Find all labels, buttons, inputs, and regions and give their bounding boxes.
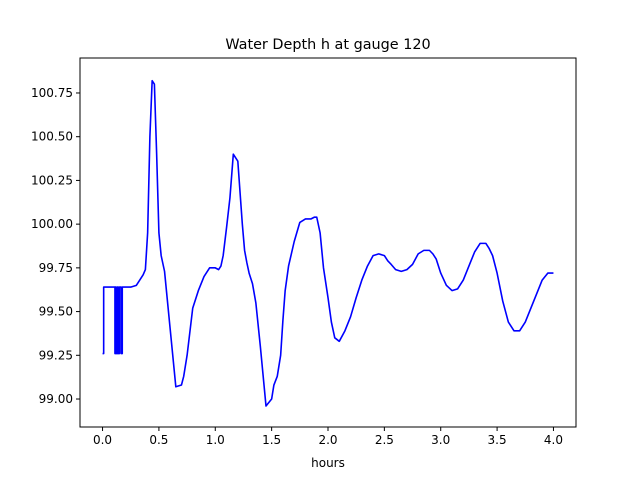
y-tick-label: 99.00 bbox=[39, 392, 73, 406]
y-tick-label: 99.50 bbox=[39, 305, 73, 319]
y-tick-label: 99.75 bbox=[39, 261, 73, 275]
y-tick-label: 100.00 bbox=[31, 217, 73, 231]
x-tick-label: 1.5 bbox=[262, 433, 281, 447]
x-tick-label: 4.0 bbox=[544, 433, 563, 447]
x-tick-label: 1.0 bbox=[206, 433, 225, 447]
y-tick-label: 100.25 bbox=[31, 173, 73, 187]
plot-area bbox=[102, 79, 554, 407]
x-tick-label: 3.0 bbox=[431, 433, 450, 447]
axes: 0.0 0.5 1.0 1.5 2.0 2.5 3.0 3.5 4.0 99.00 99.25 99.… bbox=[31, 57, 577, 447]
chart-title: Water Depth h at gauge 120 bbox=[225, 37, 430, 53]
x-tick-label: 2.5 bbox=[375, 433, 394, 447]
series-line-0 bbox=[102, 79, 554, 407]
y-tick-label: 100.75 bbox=[31, 86, 73, 100]
x-tick-label: 0.5 bbox=[149, 433, 168, 447]
x-tick-label: 2.0 bbox=[318, 433, 337, 447]
y-tick-label: 100.50 bbox=[31, 130, 73, 144]
x-tick-label: 3.5 bbox=[488, 433, 507, 447]
x-tick-label: 0.0 bbox=[93, 433, 112, 447]
y-tick-label: 99.25 bbox=[39, 348, 73, 362]
x-axis-label: hours bbox=[311, 456, 345, 470]
